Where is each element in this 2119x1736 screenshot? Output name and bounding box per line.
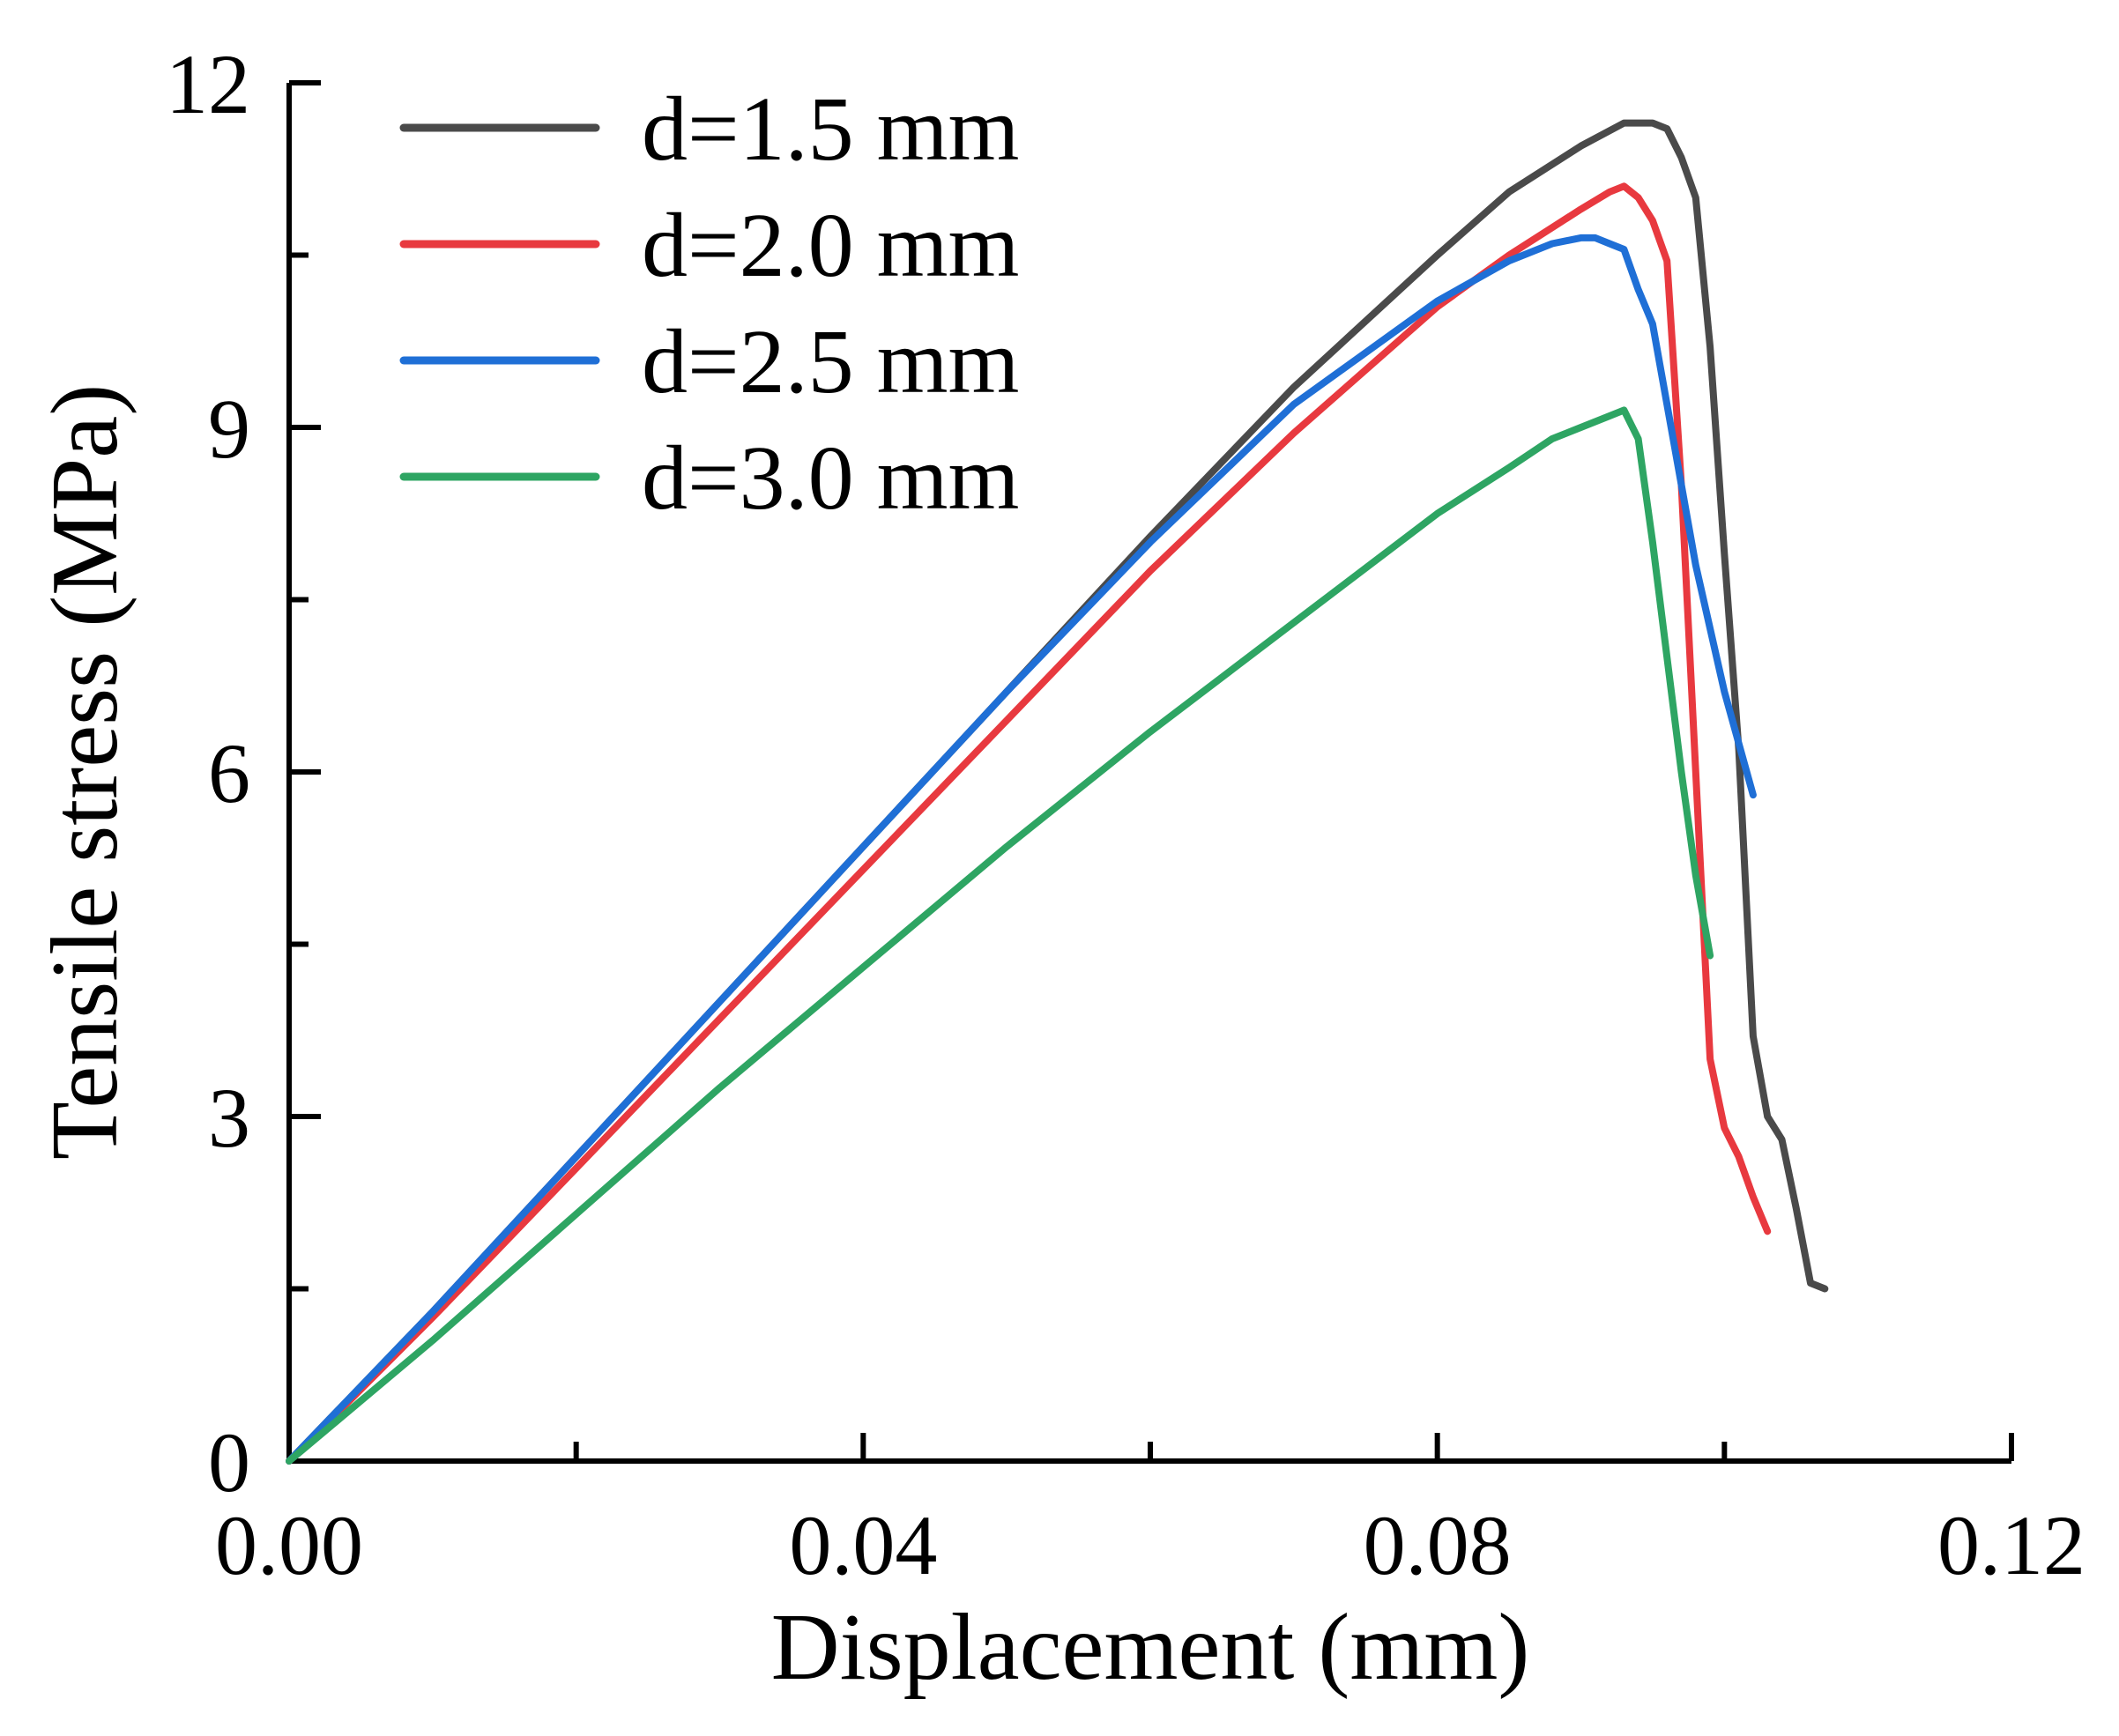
- y-tick-label: 9: [208, 382, 250, 476]
- y-tick-label: 12: [166, 37, 250, 131]
- x-tick-label: 0.00: [215, 1498, 363, 1592]
- x-tick-label: 0.12: [1937, 1498, 2086, 1592]
- legend-label-1: d=1.5 mm: [642, 78, 1019, 180]
- y-tick-label: 3: [208, 1071, 250, 1165]
- series-line-4: [286, 406, 1714, 1465]
- legend-label-4: d=3.0 mm: [642, 427, 1019, 529]
- series-group: [286, 119, 1829, 1465]
- y-tick-label: 0: [208, 1415, 250, 1510]
- x-axis-title: Displacement (mm): [771, 1595, 1530, 1700]
- x-tick-label: 0.08: [1364, 1498, 1512, 1592]
- series-line-3: [286, 234, 1757, 1465]
- axes: 0.00 0.04 0.08 0.12 0 3 6 9 12: [166, 37, 2086, 1592]
- series-line-2: [286, 182, 1772, 1465]
- y-tick-label: 6: [208, 726, 250, 820]
- legend: d=1.5 mm d=2.0 mm d=2.5 mm d=3.0 mm: [399, 78, 1019, 529]
- x-tick-label: 0.04: [789, 1498, 937, 1592]
- y-axis-title: Tensile stress (MPa): [33, 384, 138, 1160]
- legend-label-3: d=2.5 mm: [642, 311, 1019, 412]
- legend-label-2: d=2.0 mm: [642, 195, 1019, 296]
